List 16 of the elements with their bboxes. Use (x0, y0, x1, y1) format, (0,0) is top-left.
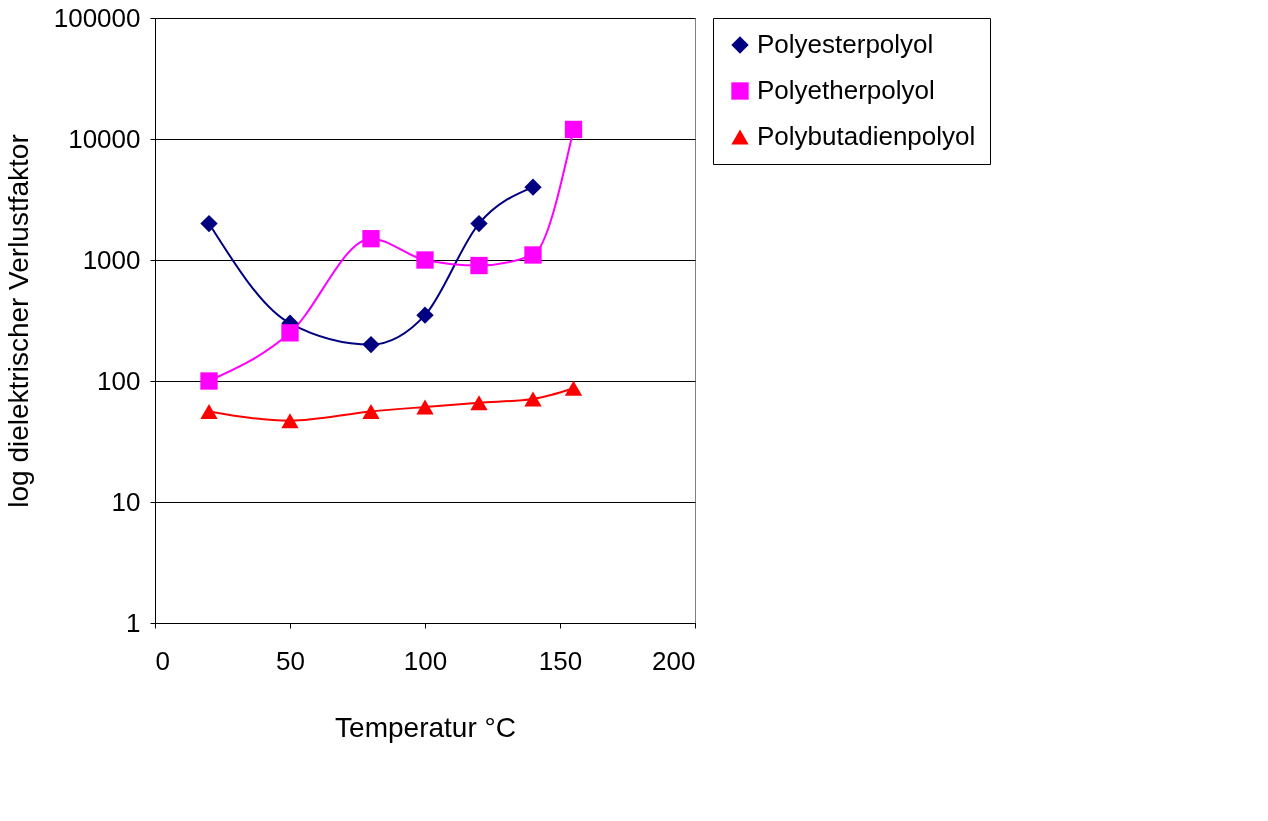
y-tick-label: 100000 (53, 2, 141, 33)
x-tick-label: 50 (276, 645, 305, 676)
legend-label: Polyesterpolyol (757, 29, 934, 59)
x-tick-label: 0 (155, 645, 170, 676)
x-tick-label: 200 (652, 645, 696, 676)
legend-label: Polyetherpolyol (757, 75, 935, 105)
x-tick-label: 100 (403, 645, 448, 676)
x-axis-title: Temperatur °C (335, 711, 516, 743)
y-tick-label: 10000 (68, 123, 141, 154)
y-tick-label: 1000 (82, 244, 141, 275)
y-tick-label: 10 (111, 486, 141, 517)
y-tick-label: 1 (126, 607, 141, 638)
legend-label: Polybutadienpolyol (757, 121, 976, 151)
x-tick-label: 150 (538, 645, 583, 676)
y-axis-title: log dielektrischer Verlustfaktor (2, 134, 34, 508)
y-tick-label: 100 (97, 365, 141, 396)
